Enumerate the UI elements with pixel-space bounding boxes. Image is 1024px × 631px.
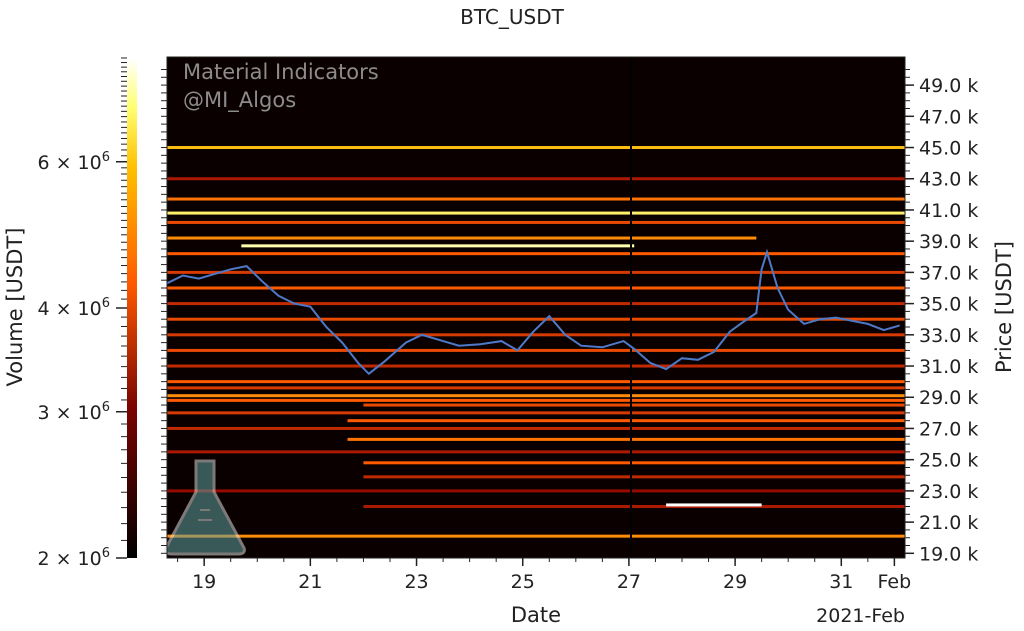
liquidity-band	[167, 270, 905, 274]
liquidity-band	[167, 534, 905, 538]
liquidity-band	[167, 252, 905, 256]
flask-logo-icon	[164, 459, 246, 556]
x-tick-label: 29	[723, 571, 747, 593]
liquidity-band	[363, 461, 905, 465]
left-minor-ticks	[161, 68, 167, 554]
liquidity-band	[167, 197, 905, 201]
price-tick-label: 49.0 k	[919, 75, 978, 97]
x-ticks: 19 21 23 25 27 29 31 Feb	[177, 558, 912, 593]
price-tick-label: 35.0 k	[919, 294, 978, 316]
price-tick-label: 45.0 k	[919, 138, 978, 160]
x-tick-label: 19	[192, 571, 216, 593]
price-tick-label: 29.0 k	[919, 387, 978, 409]
liquidity-band	[167, 426, 905, 430]
price-tick-label: 33.0 k	[919, 325, 978, 347]
liquidity-band	[167, 333, 905, 337]
x-tick-label: 25	[511, 571, 535, 593]
price-tick-label: 39.0 k	[919, 231, 978, 253]
liquidity-band	[167, 317, 905, 321]
liquidity-band	[167, 398, 905, 402]
colorbar-tick-label: 6 × 106	[37, 150, 110, 174]
price-tick-label: 31.0 k	[919, 356, 978, 378]
colorbar-tick-label: 2 × 106	[37, 546, 110, 570]
colorbar-label: Volume [USDT]	[3, 228, 27, 387]
liquidity-band	[167, 220, 905, 224]
liquidity-band	[347, 419, 906, 423]
x-offset-label: 2021-Feb	[816, 605, 905, 627]
x-axis-label: Date	[511, 603, 561, 627]
price-tick-label: 19.0 k	[919, 543, 978, 565]
liquidity-band	[167, 146, 905, 150]
x-tick-label: 23	[404, 571, 428, 593]
liquidity-band	[167, 236, 757, 240]
price-tick-label: 37.0 k	[919, 262, 978, 284]
liquidity-band	[241, 244, 635, 248]
price-tick-label: 47.0 k	[919, 106, 978, 128]
liquidity-band	[167, 489, 905, 493]
chart-title: BTC_USDT	[460, 5, 564, 29]
liquidity-band	[363, 475, 905, 479]
price-tick-label: 41.0 k	[919, 200, 978, 222]
liquidity-band	[363, 403, 905, 407]
liquidity-band	[167, 380, 905, 384]
liquidity-band	[167, 177, 905, 181]
x-tick-label: Feb	[878, 571, 912, 593]
liquidity-band	[167, 286, 905, 290]
price-tick-label: 25.0 k	[919, 450, 978, 472]
x-tick-label: 31	[829, 571, 853, 593]
liquidity-band	[666, 503, 762, 507]
price-tick-label: 21.0 k	[919, 512, 978, 534]
price-tick-label: 27.0 k	[919, 418, 978, 440]
colorbar-tick-label: 3 × 106	[37, 400, 110, 424]
liquidity-band	[167, 450, 905, 454]
price-tick-label: 23.0 k	[919, 481, 978, 503]
liquidity-bands	[167, 146, 906, 538]
liquidity-band	[347, 437, 906, 441]
watermark-handle: @MI_Algos	[183, 88, 296, 113]
liquidity-band	[167, 394, 905, 398]
x-tick-label: 21	[298, 571, 322, 593]
right-price-ticks: 19.0 k 21.0 k 23.0 k 25.0 k 27.0 k 29.0 k 31.0…	[905, 68, 978, 565]
liquidity-band	[167, 364, 905, 368]
liquidity-band	[167, 211, 905, 215]
price-tick-label: 43.0 k	[919, 169, 978, 191]
price-series-line	[166, 248, 900, 376]
colorbar-ticks: 2 × 106 3 × 106 4 × 106 6 × 106	[37, 57, 127, 570]
liquidity-band	[167, 411, 905, 415]
liquidity-band	[167, 302, 905, 306]
x-tick-label: 27	[617, 571, 641, 593]
watermark-brand: Material Indicators	[183, 60, 379, 84]
plot-frame	[166, 56, 906, 559]
plot-background	[167, 57, 905, 558]
liquidity-band	[363, 504, 905, 508]
colorbar-tick-label: 4 × 106	[37, 296, 110, 320]
right-axis-label: Price [USDT]	[992, 241, 1016, 373]
liquidity-band	[167, 386, 905, 390]
liquidity-band	[167, 348, 905, 352]
colorbar	[127, 58, 137, 558]
